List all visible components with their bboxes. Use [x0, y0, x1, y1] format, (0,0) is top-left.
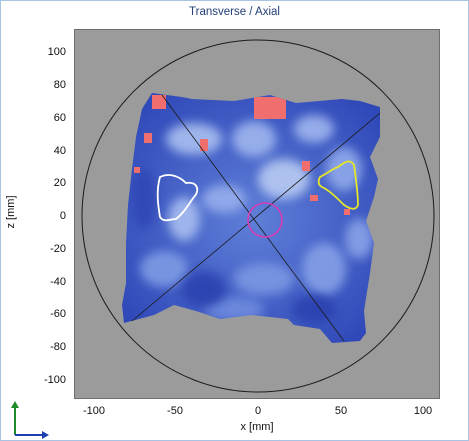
x-tick: 50: [334, 405, 348, 417]
field-of-view-circle: [81, 39, 435, 393]
x-axis-label: x [mm]: [240, 421, 274, 433]
left-contour[interactable]: [156, 174, 199, 222]
y-tick: 0: [59, 210, 66, 222]
y-tick: 40: [53, 145, 66, 157]
y-tick: -80: [50, 341, 66, 353]
y-tick: 20: [53, 177, 66, 189]
y-tick: -100: [43, 374, 66, 386]
x-tick: 100: [413, 405, 433, 417]
transverse-slice-image: [81, 39, 435, 393]
y-axis-label: z [mm]: [5, 195, 17, 229]
center-ring[interactable]: [247, 202, 283, 238]
x-tick: -100: [82, 405, 106, 417]
hot-spots: [134, 95, 350, 215]
x-tick: 0: [254, 405, 262, 417]
y-tick: -40: [50, 276, 66, 288]
y-tick: 60: [53, 112, 66, 124]
y-tick: -60: [50, 308, 66, 320]
y-tick: -20: [50, 243, 66, 255]
x-tick: -50: [167, 405, 183, 417]
right-contour[interactable]: [317, 160, 359, 210]
y-tick: 80: [53, 79, 66, 91]
diagonal-line-2: [131, 112, 381, 322]
diagonal-line-1: [161, 94, 345, 342]
window-title: Transverse / Axial: [189, 6, 280, 18]
dose-map: [122, 93, 380, 343]
y-tick: 100: [47, 46, 66, 58]
axes-orientation-icon: [11, 401, 49, 439]
